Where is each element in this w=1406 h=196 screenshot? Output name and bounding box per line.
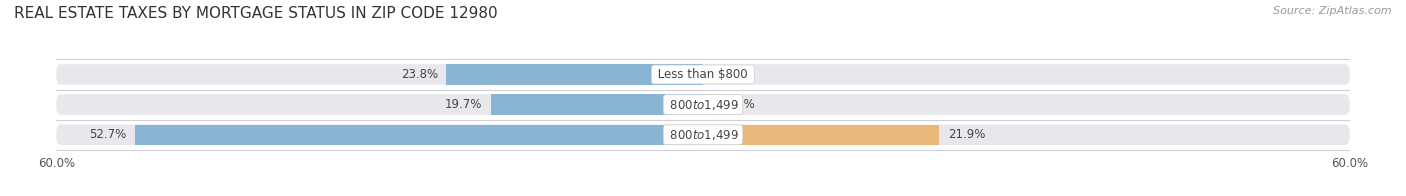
Text: 19.7%: 19.7%: [444, 98, 482, 111]
Bar: [703, 124, 939, 145]
Legend: Without Mortgage, With Mortgage: Without Mortgage, With Mortgage: [572, 194, 834, 196]
Bar: [491, 94, 703, 115]
Bar: [135, 124, 703, 145]
Text: 0.0%: 0.0%: [711, 68, 741, 81]
Text: Less than $800: Less than $800: [654, 68, 752, 81]
Text: 1.3%: 1.3%: [725, 98, 755, 111]
Text: $800 to $1,499: $800 to $1,499: [666, 98, 740, 112]
Bar: [703, 94, 717, 115]
FancyBboxPatch shape: [56, 64, 1350, 85]
FancyBboxPatch shape: [56, 124, 1350, 145]
Text: REAL ESTATE TAXES BY MORTGAGE STATUS IN ZIP CODE 12980: REAL ESTATE TAXES BY MORTGAGE STATUS IN …: [14, 6, 498, 21]
Text: Source: ZipAtlas.com: Source: ZipAtlas.com: [1274, 6, 1392, 16]
Text: 52.7%: 52.7%: [89, 128, 127, 141]
Bar: [447, 64, 703, 85]
Text: 23.8%: 23.8%: [401, 68, 437, 81]
Text: 21.9%: 21.9%: [948, 128, 986, 141]
FancyBboxPatch shape: [56, 94, 1350, 115]
Text: $800 to $1,499: $800 to $1,499: [666, 128, 740, 142]
